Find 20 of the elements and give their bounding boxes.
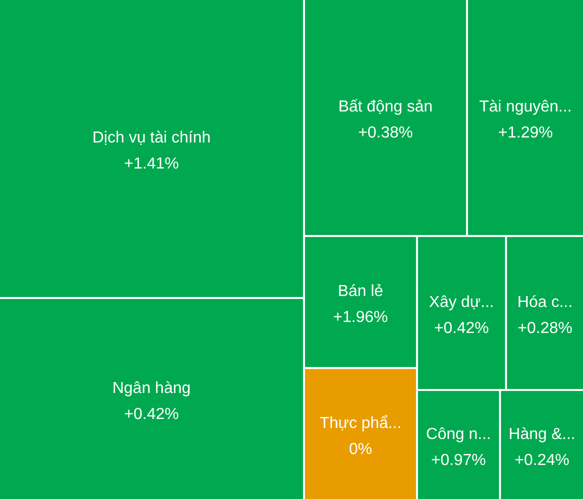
category-label: Dịch vụ tài chính (92, 130, 211, 146)
data-label: +0.97% (431, 452, 486, 469)
category-label: Thực phẩ... (320, 415, 402, 432)
data-label: +0.42% (124, 406, 179, 423)
data-label: +0.24% (514, 452, 570, 469)
data-label: +1.29% (498, 124, 553, 142)
category-label: Hóa c... (517, 294, 573, 311)
data-label: 0% (348, 441, 372, 458)
data-label: +0.38% (358, 124, 413, 142)
data-label: +0.42% (434, 320, 489, 337)
category-label: Xây dự... (429, 294, 494, 311)
category-label: Công n... (426, 426, 491, 443)
category-label: Hàng &... (508, 426, 576, 443)
category-label: Tài nguyên... (479, 98, 572, 116)
data-label: +1.41% (124, 156, 179, 172)
category-label: Bán lẻ (338, 283, 384, 300)
category-label: Ngân hàng (112, 380, 191, 397)
category-label: Bất động sản (338, 98, 433, 116)
data-label: +0.28% (518, 320, 572, 337)
data-label: +1.96% (333, 309, 388, 326)
